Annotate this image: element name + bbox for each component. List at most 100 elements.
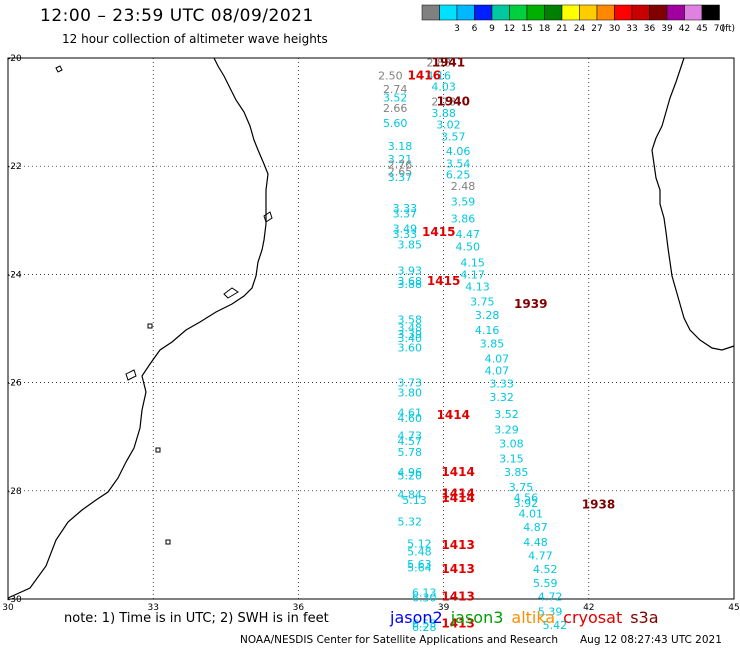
wave-height-label: 4.87 <box>523 521 548 534</box>
colorbar-swatch <box>491 4 510 21</box>
lon-tick-label: 33 <box>147 603 158 613</box>
wave-height-label: 3.85 <box>480 338 505 351</box>
pass-time-label: 1413 <box>441 616 474 630</box>
colorbar-label: 36 <box>644 24 656 34</box>
wave-height-label: 4.84 <box>397 489 422 502</box>
colorbar-label: 42 <box>679 24 690 34</box>
pass-time-label: 1940 <box>437 94 470 108</box>
wave-height-label: 5.48 <box>407 545 432 558</box>
wave-height-label: 6.13 <box>412 587 437 600</box>
wave-height-label: 4.13 <box>465 280 490 293</box>
wave-height-label: 3.85 <box>504 466 529 479</box>
wave-height-label: 2.78 <box>431 95 456 108</box>
pass-time-label: 1413 <box>441 589 474 603</box>
colorbar-swatch <box>421 4 440 21</box>
wave-height-label: 3.15 <box>499 452 524 465</box>
colorbar-swatch <box>596 4 615 21</box>
map-frame <box>7 57 735 600</box>
wave-height-label: 3.52 <box>383 91 408 104</box>
pass-time-label: 1414 <box>441 487 474 501</box>
wave-height-label: 4.16 <box>427 69 452 82</box>
pass-time-label: 1414 <box>437 408 470 422</box>
wave-height-label: 3.21 <box>388 153 413 166</box>
wave-height-label: 3.49 <box>393 222 418 235</box>
colorbar-swatch <box>474 4 493 21</box>
pass-time-label: 1413 <box>441 562 474 576</box>
wave-height-label: 3.58 <box>397 313 422 326</box>
credit-line: NOAA/NESDIS Center for Satellite Applica… <box>240 634 558 646</box>
pass-time-label: 1413 <box>441 538 474 552</box>
colorbar-swatch <box>561 4 580 21</box>
lat-tick-label: -28 <box>7 487 22 497</box>
africa-coast-detail <box>125 211 273 381</box>
coastlines <box>7 57 735 599</box>
pass-time-label: 1941 <box>432 55 465 69</box>
colorbar-swatch <box>614 4 633 21</box>
pass-time-label: 1939 <box>514 297 547 311</box>
colorbar-label: 27 <box>591 24 602 34</box>
wave-height-label: 3.59 <box>451 195 476 208</box>
colorbar-swatch <box>649 4 668 21</box>
wave-height-label: 2.74 <box>383 83 408 96</box>
wave-height-label: 3.48 <box>397 321 422 334</box>
colorbar-swatch <box>456 4 475 21</box>
wave-height-label: 4.16 <box>475 324 500 337</box>
wave-height-label: 5.42 <box>543 619 568 632</box>
pass-time-labels: 1941141619401415141519391414141414141414… <box>408 55 616 630</box>
madagascar-coastline <box>651 57 735 351</box>
wave-height-label: 4.52 <box>533 563 558 576</box>
wave-height-label: 6.28 <box>412 621 437 634</box>
colorbar-swatch <box>666 4 685 21</box>
wave-height-label: 3.80 <box>397 386 422 399</box>
pass-time-label: 1938 <box>582 497 615 511</box>
wave-height-label: 3.29 <box>494 424 519 437</box>
wave-height-label: 2.65 <box>388 166 413 179</box>
colorbar-label: 12 <box>504 24 515 34</box>
wave-height-label: 3.08 <box>499 438 524 451</box>
graticule <box>8 58 734 599</box>
wave-height-label: 5.59 <box>533 577 558 590</box>
colorbar-label: 15 <box>521 24 532 34</box>
wave-height-label: 5.20 <box>397 470 422 483</box>
satellite-legend-jason3: jason3 <box>450 608 504 627</box>
wave-height-label: 3.37 <box>388 171 413 184</box>
colorbar-label: 18 <box>539 24 551 34</box>
satellite-legend: jason2 jason3 altika cryosat s3a <box>390 608 667 627</box>
wave-height-label: 5.39 <box>538 605 563 618</box>
wave-height-observations: 2.882.50 4.164.032.743.52 2.782.66 3.885.60… <box>378 56 567 634</box>
wave-height-label: 4.15 <box>460 256 485 269</box>
colorbar-swatch <box>701 4 720 21</box>
wave-height-label: 3.39 <box>397 328 422 341</box>
wave-height-label: 3.33 <box>393 228 418 241</box>
wave-height-label: 5.13 <box>402 494 427 507</box>
wave-height-label: 3.92 <box>514 497 539 510</box>
wave-height-label: 2.50 <box>378 69 403 82</box>
map-title: 12:00 – 23:59 UTC 08/09/2021 <box>40 6 314 26</box>
wave-height-label: 6.55 <box>412 617 437 630</box>
satellite-legend-jason2: jason2 <box>390 608 443 627</box>
wave-height-label: 5.32 <box>397 516 422 529</box>
lat-tick-label: -30 <box>7 595 22 605</box>
colorbar-label: 21 <box>556 24 567 34</box>
wave-height-label: 4.06 <box>446 145 471 158</box>
colorbar-label: 70 <box>714 24 726 34</box>
wave-height-label: 2.88 <box>427 56 452 69</box>
wave-height-label: 2.66 <box>383 102 408 115</box>
wave-height-label: 3.40 <box>397 332 422 345</box>
wave-height-label: 4.77 <box>528 550 553 563</box>
footnote: note: 1) Time is in UTC; 2) SWH is in fe… <box>64 611 329 626</box>
wave-height-label: 5.64 <box>407 562 432 575</box>
axis-tick-labels: 30 33 36 39 42 45 -20 -22 -24 -26 -28 -30 <box>2 54 739 613</box>
wave-height-label: 4.07 <box>485 365 510 378</box>
wave-height-label: 4.73 <box>397 430 422 443</box>
wave-height-label: 4.61 <box>397 406 422 419</box>
satellite-legend-altika: altika <box>511 608 556 627</box>
wave-height-label: 3.32 <box>489 391 514 404</box>
wave-height-label: 3.57 <box>441 130 466 143</box>
wave-height-label: 3.75 <box>470 295 495 308</box>
wave-height-label: 5.63 <box>407 558 432 571</box>
colorbar-swatch <box>544 4 563 21</box>
pass-time-label: 1414 <box>441 491 474 505</box>
lon-tick-label: 30 <box>2 603 14 613</box>
wave-height-label: 3.68 <box>397 275 422 288</box>
